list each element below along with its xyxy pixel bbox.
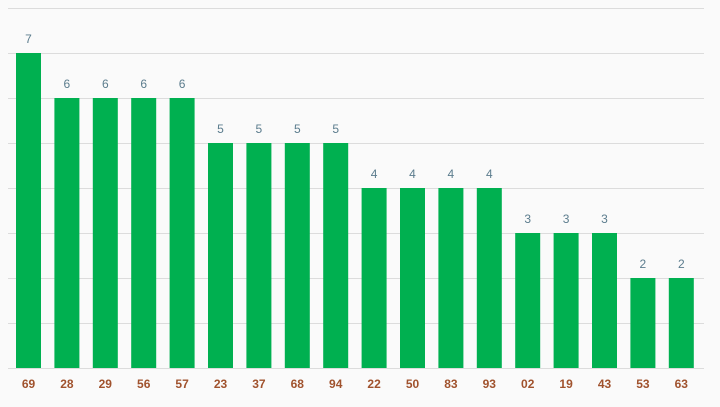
value-label: 5 [217, 122, 224, 136]
bar [630, 278, 656, 368]
x-tick-label: 19 [559, 377, 573, 391]
x-tick-label: 22 [367, 377, 381, 391]
bar [208, 143, 233, 368]
x-tick-label: 29 [99, 377, 113, 391]
value-label: 6 [102, 77, 109, 91]
value-label: 3 [563, 212, 570, 226]
bar [553, 233, 579, 368]
value-label: 6 [64, 77, 71, 91]
value-label: 5 [332, 122, 339, 136]
value-label: 3 [524, 212, 531, 226]
bar [400, 188, 425, 368]
bar [668, 278, 694, 368]
bar [476, 188, 502, 368]
bar [16, 53, 41, 368]
bar [54, 98, 80, 368]
x-tick-label: 53 [636, 377, 650, 391]
value-label: 4 [448, 167, 455, 181]
value-label: 4 [486, 167, 493, 181]
value-label: 6 [179, 77, 186, 91]
bar [515, 233, 541, 368]
bar [131, 98, 157, 368]
value-label: 4 [371, 167, 378, 181]
value-label: 4 [409, 167, 416, 181]
x-tick-label: 83 [444, 377, 458, 391]
bar [323, 143, 349, 368]
x-tick-label: 02 [521, 377, 535, 391]
bar [284, 143, 310, 368]
x-tick-label: 68 [291, 377, 305, 391]
bar [361, 188, 387, 368]
value-label: 6 [140, 77, 147, 91]
bar [592, 233, 617, 368]
x-tick-label: 69 [22, 377, 36, 391]
value-label: 5 [294, 122, 301, 136]
value-label: 5 [256, 122, 263, 136]
x-tick-label: 43 [598, 377, 612, 391]
x-tick-label: 28 [60, 377, 74, 391]
bar [169, 98, 195, 368]
x-tick-label: 93 [483, 377, 497, 391]
x-tick-label: 63 [675, 377, 689, 391]
x-tick-label: 37 [252, 377, 266, 391]
value-label: 7 [25, 32, 32, 46]
x-tick-label: 57 [175, 377, 189, 391]
value-label: 2 [640, 257, 647, 271]
x-tick-label: 23 [214, 377, 228, 391]
value-label: 3 [601, 212, 608, 226]
bar [246, 143, 272, 368]
x-tick-label: 56 [137, 377, 151, 391]
bar [92, 98, 118, 368]
x-tick-label: 94 [329, 377, 343, 391]
value-label: 2 [678, 257, 685, 271]
bar [438, 188, 464, 368]
x-tick-label: 50 [406, 377, 420, 391]
